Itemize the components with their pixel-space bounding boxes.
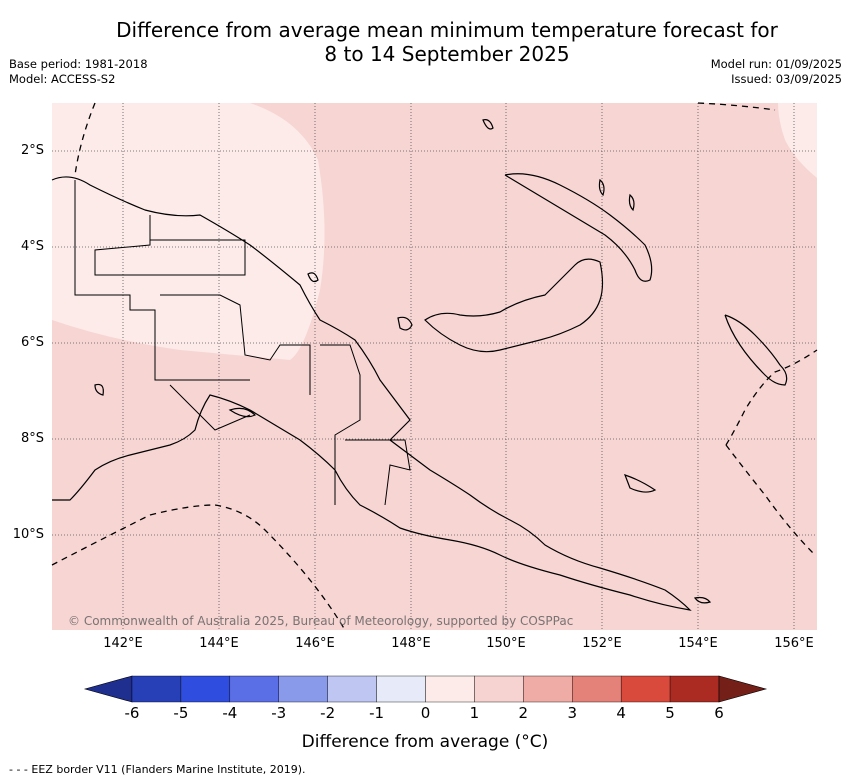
lon-tick: 154°E bbox=[678, 636, 718, 651]
colorbar-tick-label: 6 bbox=[714, 704, 724, 722]
eez-borders bbox=[51, 102, 818, 631]
colorbar-swatch bbox=[376, 675, 426, 703]
meta-left: Base period: 1981-2018 Model: ACCESS-S2 bbox=[9, 57, 148, 87]
colorbar-extend-high bbox=[718, 675, 768, 703]
lon-tick: 156°E bbox=[774, 636, 814, 651]
lat-tick: 8°S bbox=[20, 431, 44, 446]
colorbar-tick-label: 2 bbox=[518, 704, 529, 722]
base-period: Base period: 1981-2018 bbox=[9, 57, 148, 71]
colorbar-tick-label: -2 bbox=[320, 704, 336, 722]
lon-tick: 150°E bbox=[486, 636, 526, 651]
colorbar-tick-label: -5 bbox=[173, 704, 189, 722]
lon-tick: 144°E bbox=[199, 636, 239, 651]
colorbar-tick-label: 5 bbox=[665, 704, 675, 722]
title-line-2: 8 to 14 September 2025 bbox=[324, 42, 570, 66]
copyright-text: © Commonwealth of Australia 2025, Bureau… bbox=[68, 614, 574, 628]
lighter-anomaly-region bbox=[52, 103, 325, 360]
colorbar-tick-label: -1 bbox=[369, 704, 385, 722]
colorbar-tick-label: 3 bbox=[567, 704, 578, 722]
model-run: Model run: 01/09/2025 bbox=[710, 57, 842, 71]
lat-tick: 6°S bbox=[20, 335, 44, 350]
lat-tick: 10°S bbox=[12, 527, 44, 542]
colorbar-swatch bbox=[572, 675, 622, 703]
lat-tick: 2°S bbox=[20, 143, 44, 158]
chart-title: Difference from average mean minimum tem… bbox=[60, 18, 834, 66]
colorbar-tick-label: -6 bbox=[124, 704, 140, 722]
colorbar-swatch bbox=[327, 675, 377, 703]
colorbar-swatch bbox=[131, 675, 182, 703]
lat-tick: 4°S bbox=[20, 239, 44, 254]
coastlines bbox=[51, 119, 788, 611]
lon-tick: 148°E bbox=[391, 636, 431, 651]
colorbar-swatch bbox=[669, 675, 720, 703]
province-borders bbox=[74, 180, 411, 506]
graticule bbox=[52, 103, 817, 630]
colorbar-swatch bbox=[474, 675, 524, 703]
colorbar-swatch bbox=[425, 675, 475, 703]
lon-tick: 142°E bbox=[103, 636, 143, 651]
colorbar-tick-label: 1 bbox=[469, 704, 480, 722]
colorbar bbox=[83, 675, 768, 703]
colorbar-label: Difference from average (°C) bbox=[301, 732, 549, 752]
lighter-anomaly-region-ne bbox=[778, 103, 817, 178]
colorbar-tick-label: 4 bbox=[616, 704, 626, 722]
colorbar-swatch bbox=[523, 675, 573, 703]
colorbar-swatch bbox=[180, 675, 231, 703]
colorbar-swatch bbox=[620, 675, 671, 703]
colorbar-swatch bbox=[278, 675, 328, 703]
issued-date: Issued: 03/09/2025 bbox=[731, 72, 842, 86]
model-name: Model: ACCESS-S2 bbox=[9, 72, 116, 86]
lon-tick: 146°E bbox=[295, 636, 335, 651]
colorbar-tick-label: -3 bbox=[271, 704, 287, 722]
footer-legend: - - - EEZ border V11 (Flanders Marine In… bbox=[9, 763, 306, 776]
lon-tick: 152°E bbox=[582, 636, 622, 651]
colorbar-swatch bbox=[229, 675, 279, 703]
colorbar-tick-label: -4 bbox=[222, 704, 238, 722]
colorbar-extend-low bbox=[83, 675, 133, 703]
title-line-1: Difference from average mean minimum tem… bbox=[116, 18, 778, 42]
meta-right: Model run: 01/09/2025 Issued: 03/09/2025 bbox=[711, 57, 842, 87]
colorbar-tick-label: 0 bbox=[420, 704, 431, 722]
